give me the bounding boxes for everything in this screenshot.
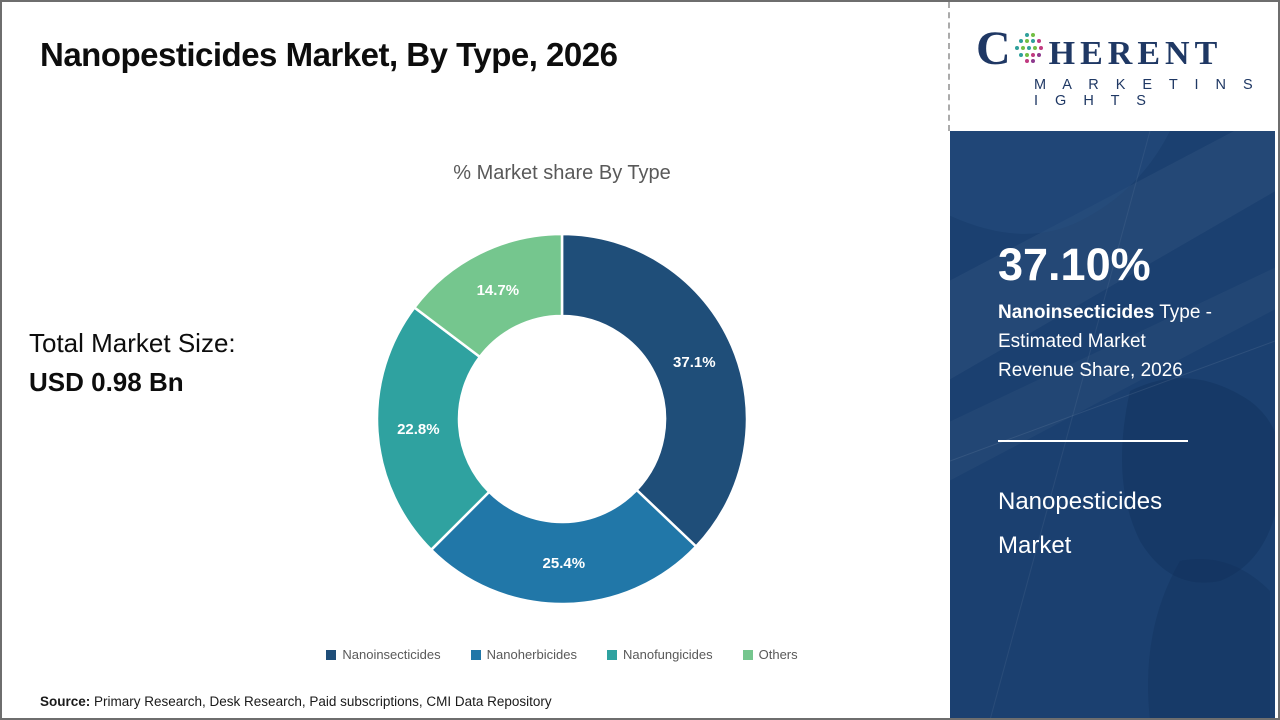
world-map-texture (950, 131, 1275, 718)
donut-slice-label: 14.7% (477, 282, 520, 299)
donut-slice-nanoinsecticides (560, 232, 749, 548)
total-market-size-value: USD 0.98 Bn (29, 367, 184, 397)
legend-label: Nanofungicides (622, 647, 713, 662)
total-market-size-block: Total Market Size: USD 0.98 Bn (29, 328, 236, 398)
legend-label: Nanoherbicides (486, 647, 577, 662)
logo-letter-c: C (976, 21, 1011, 75)
donut-slice-nanofungicides (375, 306, 491, 552)
legend-swatch (326, 649, 337, 660)
source-text: Primary Research, Desk Research, Paid su… (90, 694, 552, 709)
legend-swatch (606, 649, 617, 660)
legend-label: Nanoinsecticides (342, 647, 441, 662)
panel-divider (998, 439, 1188, 442)
legend-item-nanofungicides: Nanofungicides (606, 647, 713, 662)
logo-globe-dots-icon (1014, 32, 1043, 63)
stat-desc-line2: Estimated Market (998, 330, 1146, 352)
panel-title-line2: Market (998, 532, 1072, 560)
panel-content: 37.10% Nanoinsecticides Type - Estimated… (950, 131, 1275, 568)
donut-slice-nanoherbicides (429, 488, 698, 606)
coherent-logo: C HERENT (976, 21, 1278, 75)
logo-wordmark: HERENT (1048, 34, 1223, 72)
total-market-size-label: Total Market Size: (29, 328, 236, 358)
chart-legend: Nanoinsecticides Nanoherbicides Nanofungic… (182, 647, 942, 662)
page-title: Nanopesticides Market, By Type, 2026 (40, 36, 618, 73)
donut-slice-label: 37.1% (673, 354, 716, 371)
donut-slice-others (413, 232, 564, 359)
donut-slice-label: 22.8% (397, 421, 440, 438)
donut-slice-label: 25.4% (543, 555, 586, 572)
legend-item-nanoinsecticides: Nanoinsecticides (326, 647, 441, 662)
source-label: Source: (40, 694, 91, 709)
stat-description: Nanoinsecticides Type - Estimated Market… (998, 299, 1245, 386)
panel-report-title: Nanopesticides Market (998, 480, 1245, 569)
panel-title-line1: Nanopesticides (998, 487, 1163, 515)
source-line: Source: Primary Research, Desk Research,… (40, 694, 552, 709)
chart-title: % Market share By Type (453, 162, 671, 184)
stat-desc-line1: Nanoinsecticides Type - (998, 302, 1213, 323)
stat-desc-line3: Revenue Share, 2026 (998, 359, 1183, 381)
chart-area: % Market share By Type 37.1% 25.4% 22.8% 14… (182, 157, 942, 687)
donut-chart: 37.1% 25.4% 22.8% 14.7% (375, 232, 749, 606)
legend-item-nanoherbicides: Nanoherbicides (470, 647, 577, 662)
legend-swatch (742, 649, 753, 660)
logo-box: C HERENT M A R K E T I N S I G H T S (948, 2, 1278, 131)
legend-swatch (470, 649, 481, 660)
logo-subtitle: M A R K E T I N S I G H T S (1034, 76, 1260, 109)
stat-value: 37.10% (998, 239, 1151, 290)
legend-item-others: Others (742, 647, 798, 662)
side-panel: 37.10% Nanoinsecticides Type - Estimated… (950, 131, 1275, 718)
legend-label: Others (758, 647, 798, 662)
